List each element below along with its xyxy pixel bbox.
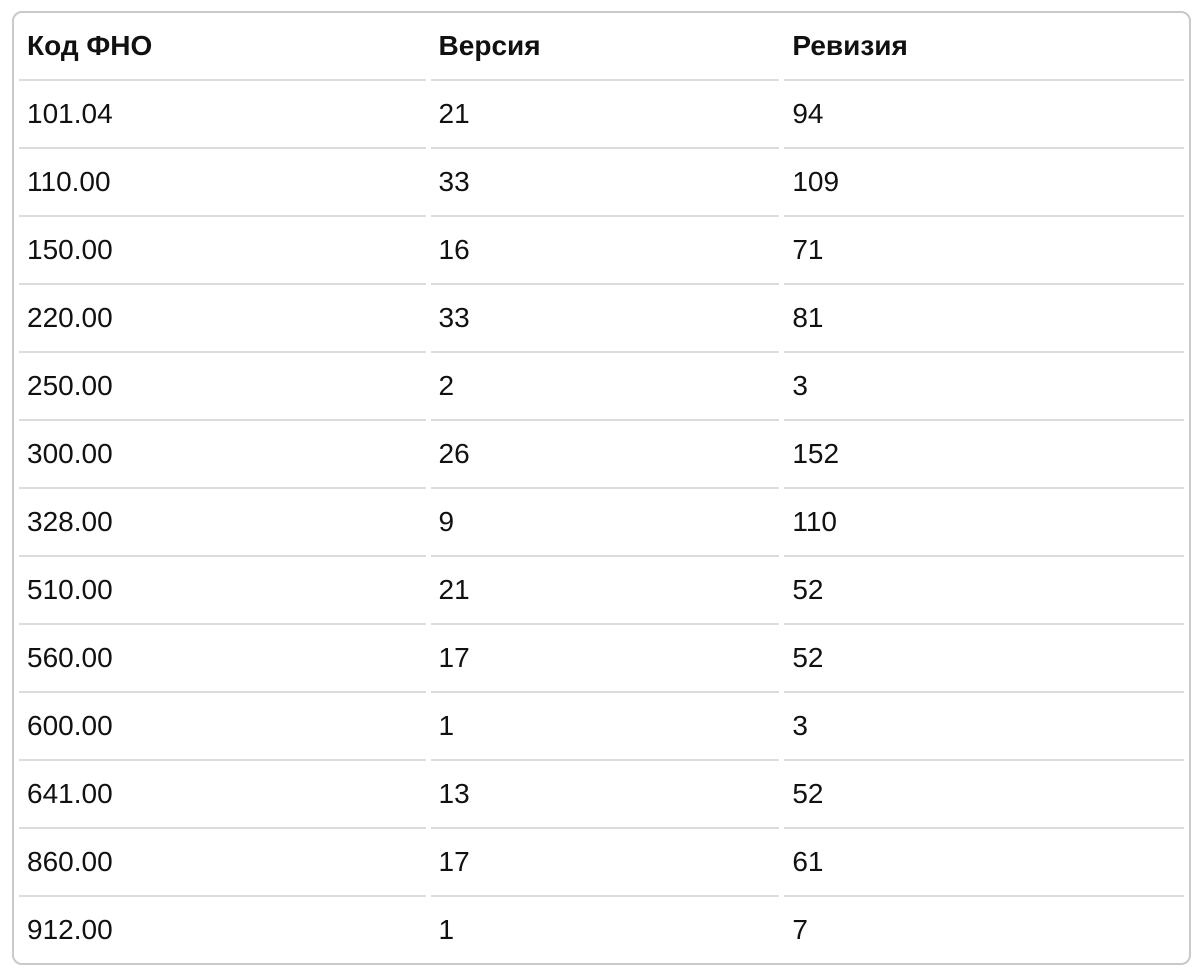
header-row: Код ФНО Версия Ревизия <box>19 13 1184 79</box>
table-cell-revision: 81 <box>784 283 1184 351</box>
table-cell-code: 600.00 <box>19 691 426 759</box>
table-row: 860.00 17 61 <box>19 827 1184 895</box>
table-cell-revision: 52 <box>784 759 1184 827</box>
table-cell-code: 250.00 <box>19 351 426 419</box>
table-cell-revision: 110 <box>784 487 1184 555</box>
table-row: 641.00 13 52 <box>19 759 1184 827</box>
table-cell-revision: 7 <box>784 895 1184 963</box>
table-cell-version: 16 <box>430 215 780 283</box>
table-row: 150.00 16 71 <box>19 215 1184 283</box>
table-cell-code: 510.00 <box>19 555 426 623</box>
table-row: 328.00 9 110 <box>19 487 1184 555</box>
table-cell-version: 21 <box>430 79 780 147</box>
table-cell-code: 150.00 <box>19 215 426 283</box>
table-row: 220.00 33 81 <box>19 283 1184 351</box>
table-cell-version: 17 <box>430 623 780 691</box>
table-cell-version: 1 <box>430 691 780 759</box>
table-cell-version: 33 <box>430 283 780 351</box>
table-cell-version: 26 <box>430 419 780 487</box>
table-cell-version: 2 <box>430 351 780 419</box>
table-cell-revision: 71 <box>784 215 1184 283</box>
table-cell-version: 33 <box>430 147 780 215</box>
table-cell-code: 110.00 <box>19 147 426 215</box>
table-cell-code: 101.04 <box>19 79 426 147</box>
table-cell-revision: 3 <box>784 691 1184 759</box>
column-header-version: Версия <box>438 30 541 61</box>
table-cell-version: 17 <box>430 827 780 895</box>
table-cell-version: 1 <box>430 895 780 963</box>
table-row: 101.04 21 94 <box>19 79 1184 147</box>
table-cell-code: 912.00 <box>19 895 426 963</box>
table-cell-code: 560.00 <box>19 623 426 691</box>
table-cell-revision: 52 <box>784 623 1184 691</box>
table-row: 250.00 2 3 <box>19 351 1184 419</box>
table-cell-version: 21 <box>430 555 780 623</box>
table-row: 600.00 1 3 <box>19 691 1184 759</box>
column-header-code: Код ФНО <box>27 30 153 61</box>
table-cell-code: 300.00 <box>19 419 426 487</box>
table-cell-version: 13 <box>430 759 780 827</box>
table-cell-revision: 109 <box>784 147 1184 215</box>
fno-table: Код ФНО Версия Ревизия 101.04 21 94 110.00 33 1… <box>14 13 1189 963</box>
table-cell-revision: 94 <box>784 79 1184 147</box>
table-row: 110.00 33 109 <box>19 147 1184 215</box>
table-header: Код ФНО Версия Ревизия <box>19 13 1184 79</box>
table-cell-version: 9 <box>430 487 780 555</box>
table-row: 560.00 17 52 <box>19 623 1184 691</box>
table-cell-code: 641.00 <box>19 759 426 827</box>
table-cell-revision: 152 <box>784 419 1184 487</box>
table-cell-revision: 3 <box>784 351 1184 419</box>
fno-table-card: Код ФНО Версия Ревизия 101.04 21 94 110.00 33 1… <box>12 11 1191 965</box>
table-row: 300.00 26 152 <box>19 419 1184 487</box>
table-body: 101.04 21 94 110.00 33 109 150.00 16 71 220.00 33 8… <box>19 79 1184 963</box>
table-row: 510.00 21 52 <box>19 555 1184 623</box>
table-cell-revision: 61 <box>784 827 1184 895</box>
table-cell-code: 860.00 <box>19 827 426 895</box>
table-cell-code: 328.00 <box>19 487 426 555</box>
table-row: 912.00 1 7 <box>19 895 1184 963</box>
table-cell-revision: 52 <box>784 555 1184 623</box>
column-header-revision: Ревизия <box>792 30 908 61</box>
table-cell-code: 220.00 <box>19 283 426 351</box>
